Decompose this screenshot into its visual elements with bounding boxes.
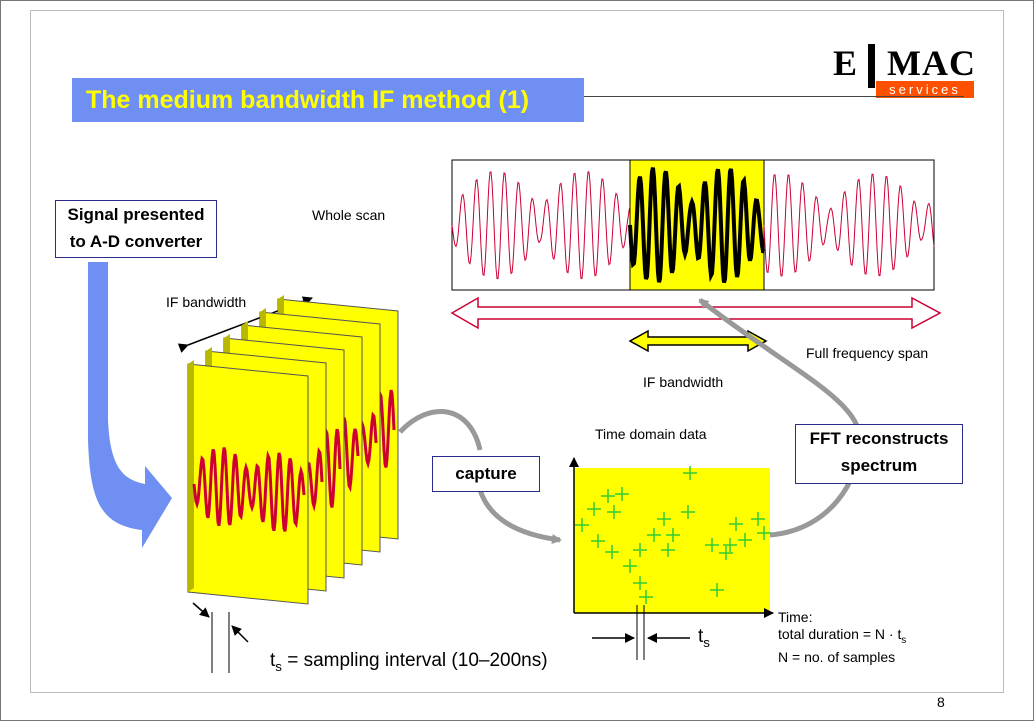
time-domain-label: Time domain data [595,426,707,442]
sample-point-marker [633,543,647,557]
if-bandwidth-label-left: IF bandwidth [166,294,247,310]
sample-point-marker [607,505,621,519]
time-caption-line3: N = no. of samples [778,648,896,665]
full-span-arrow [450,296,942,330]
sample-point-marker [657,512,671,526]
if-bandwidth-label-right: IF bandwidth [643,374,724,390]
sample-point-marker [666,528,680,542]
logo-letters-mac: MAC [887,43,976,83]
sampling-interval-label: ts = sampling interval (10–200ns) [270,650,548,674]
sample-point-marker [738,533,752,547]
sample-point-marker [719,546,733,560]
sample-point-marker [575,518,589,532]
signal-flow-arrow [88,262,172,548]
signal-presented-box: Signal presented to A-D converter [55,200,217,258]
sample-point-marker [661,543,675,557]
sample-point-marker [723,538,737,552]
whole-scan-label: Whole scan [312,207,386,223]
fft-box-line1: FFT reconstructs [809,429,949,448]
sample-point-marker [587,502,601,516]
title-bar [72,78,584,122]
sample-point-marker [605,545,619,559]
ts-symbol: t [698,626,704,647]
time-caption: Time: total duration = N · ts N = no. of… [778,609,906,666]
whole-scan-signal [451,171,935,280]
logo-services-tag: services [876,81,974,98]
capture-curve-arrow [477,489,562,544]
if-bandwidth-arrow [628,329,768,353]
sample-point-marker [639,590,653,604]
sample-point-marker [591,534,605,548]
sample-point-marker [729,517,743,531]
sample-point-marker [601,489,615,503]
title-rule [584,96,964,97]
logo-letter-e: E [833,43,858,83]
sample-point-marker [615,487,629,501]
time-caption-line2: total duration = N · ts [778,626,906,649]
time-domain-plot [569,457,774,660]
fft-box-line2: spectrum [840,456,918,475]
slide-title: The medium bandwidth IF method (1) [86,86,530,114]
time-caption-line1: Time: [778,609,813,625]
full-frequency-span-label: Full frequency span [806,345,929,361]
capture-box: capture [432,456,540,492]
ts-label-plot: ts [698,626,710,650]
logo-bar [868,44,875,88]
ts-arrow-right [231,625,249,643]
sampling-interval-text: = sampling interval (10–200ns) [281,650,548,671]
sample-frames-stack [187,295,399,605]
whole-scan-panel [451,159,935,291]
sample-point-marker [681,505,695,519]
sample-point-marker [705,538,719,552]
signal-box-line1: Signal presented [67,205,205,224]
fft-box: FFT reconstructs spectrum [795,424,963,484]
time-caption-sub: s [901,634,907,646]
sample-point-marker [633,576,647,590]
ts-symbol-2: t [270,650,276,671]
sample-point-marker [710,583,724,597]
signal-box-line2: to A-D converter [69,232,203,251]
ts-subscript: s [703,634,710,650]
sample-point-marker [683,466,697,480]
capture-curve-top [398,408,483,451]
page-number: 8 [937,694,945,710]
sample-point-marker [751,512,765,526]
if-band-signal [628,167,765,284]
ts-subscript-2: s [275,658,282,674]
ts-arrow-left [192,602,210,618]
time-caption-duration: total duration = N · t [778,626,902,642]
sample-point-marker [623,559,637,573]
content-frame [30,10,1004,693]
sample-point-marker [757,526,771,540]
sample-point-marker [647,528,661,542]
